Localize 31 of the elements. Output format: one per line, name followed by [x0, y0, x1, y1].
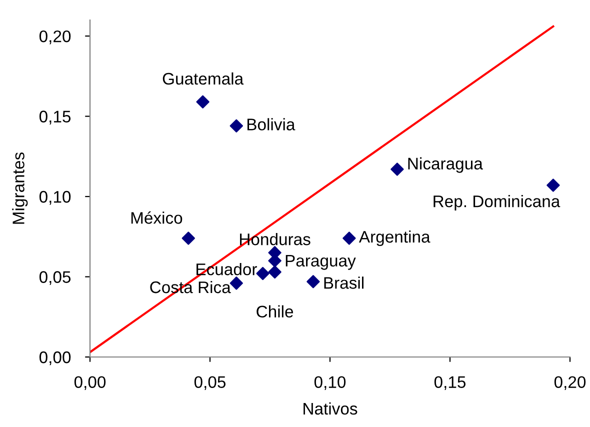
point — [306, 274, 320, 288]
annotation: Rep. Dominicana — [434, 195, 560, 211]
x-tick-label: 0,10 — [314, 376, 346, 390]
point — [230, 119, 243, 132]
annotation: Bolivia — [247, 118, 296, 130]
annotation: Chile — [256, 305, 294, 318]
y-tick-label: 0,00 — [39, 351, 71, 366]
annotation: Guatemala — [162, 72, 244, 85]
annotation: Nicaragua — [408, 157, 483, 173]
point — [390, 162, 404, 176]
point — [268, 265, 282, 279]
annotation: Brasil — [324, 276, 364, 289]
point — [182, 232, 195, 245]
point — [196, 95, 210, 108]
annotation: México — [131, 211, 182, 224]
annotation: Paraguay — [286, 254, 356, 270]
x-axis-title: Nativos — [304, 402, 358, 415]
point — [230, 276, 243, 290]
x-tick-label: 0,00 — [74, 376, 106, 390]
y-tick-label: 0,05 — [39, 271, 71, 285]
x-tick-label: 0,15 — [434, 376, 466, 390]
x-tick-label: 0,20 — [554, 376, 586, 390]
y-tick-label: 0,20 — [39, 30, 71, 44]
y-tick-label: 0,15 — [39, 110, 71, 124]
annotation: Argentina — [358, 230, 430, 246]
point — [256, 266, 270, 280]
point — [546, 178, 560, 192]
y-tick-label: 0,10 — [39, 190, 71, 205]
point — [342, 232, 356, 245]
x-tick-label: 0,05 — [194, 376, 226, 390]
y-axis-title: Migrantes — [12, 152, 28, 224]
